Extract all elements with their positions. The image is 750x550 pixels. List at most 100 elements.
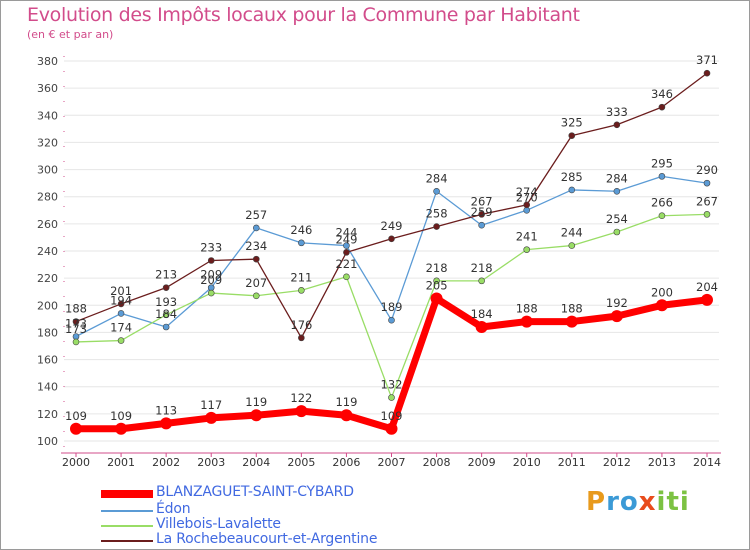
data-label-edon: 173: [65, 317, 87, 331]
data-point-larochebeaucourt: [478, 211, 485, 218]
data-point-villebois: [568, 242, 576, 249]
y-tick-label: 260: [37, 218, 58, 231]
data-label-villebois: 132: [381, 378, 403, 392]
legend-swatch-larochebeaucourt: [101, 540, 153, 542]
data-label-villebois: 221: [335, 257, 357, 271]
data-label-villebois: 267: [696, 194, 718, 208]
data-point-villebois: [72, 338, 80, 346]
data-label-edon: 295: [651, 156, 673, 170]
y-tick-label: 340: [37, 109, 58, 122]
data-point-larochebeaucourt: [568, 132, 576, 139]
data-point-villebois: [478, 277, 485, 285]
logo-part-ro: ro: [606, 487, 639, 517]
data-label-blanzaguet: 205: [426, 279, 448, 293]
data-point-blanzaguet: [160, 417, 173, 430]
data-label-larochebeaucourt: 249: [335, 232, 357, 246]
x-tick-label: 2004: [242, 456, 270, 469]
data-point-blanzaguet: [475, 321, 488, 333]
chart-title: Evolution des Impôts locaux pour la Comm…: [27, 4, 580, 26]
data-point-edon: [658, 173, 666, 180]
data-point-villebois: [388, 394, 395, 401]
x-tick-label: 2002: [152, 456, 180, 469]
x-tick-label: 2013: [648, 456, 676, 469]
data-point-villebois: [703, 211, 711, 218]
data-label-edon: 285: [561, 170, 583, 184]
y-tick-label: 160: [37, 354, 58, 367]
data-point-larochebeaucourt: [117, 300, 125, 308]
x-tick-label: 2001: [107, 456, 135, 469]
data-label-blanzaguet: 188: [561, 302, 583, 316]
data-point-blanzaguet: [385, 422, 398, 435]
data-label-blanzaguet: 119: [245, 395, 267, 409]
y-tick-label: 380: [37, 55, 58, 68]
y-tick-label: 320: [37, 136, 58, 149]
data-label-villebois: 266: [651, 196, 673, 210]
y-tick-label: 120: [37, 408, 58, 421]
data-point-larochebeaucourt: [523, 201, 531, 209]
data-point-blanzaguet: [295, 405, 308, 418]
data-label-villebois: 244: [561, 226, 583, 240]
logo-part-x: x: [638, 487, 657, 517]
data-point-edon: [388, 316, 395, 324]
data-point-edon: [478, 221, 485, 229]
data-point-edon: [298, 239, 305, 247]
data-label-villebois: 207: [245, 276, 267, 290]
data-point-blanzaguet: [70, 422, 82, 435]
data-point-villebois: [613, 228, 621, 236]
data-point-blanzaguet: [250, 409, 263, 422]
data-label-larochebeaucourt: 371: [696, 53, 718, 67]
data-point-blanzaguet: [610, 310, 623, 323]
data-point-larochebeaucourt: [343, 249, 350, 256]
data-label-villebois: 173: [65, 322, 87, 336]
data-point-edon: [523, 206, 531, 214]
x-tick-label: 2014: [693, 456, 721, 469]
data-label-blanzaguet: 109: [65, 409, 87, 423]
legend-label-edon: Édon: [156, 501, 191, 517]
data-point-edon: [433, 187, 440, 195]
data-label-blanzaguet: 192: [606, 296, 628, 310]
data-point-villebois: [523, 246, 531, 253]
data-label-villebois: 209: [200, 273, 222, 287]
logo-part-iti: iti: [656, 487, 690, 517]
data-label-larochebeaucourt: 274: [516, 185, 538, 199]
data-label-villebois: 218: [471, 261, 493, 275]
legend-swatch-blanzaguet: [101, 490, 153, 498]
data-point-larochebeaucourt: [433, 223, 440, 230]
x-tick-label: 2007: [378, 456, 406, 469]
data-point-edon: [252, 224, 260, 232]
data-label-blanzaguet: 119: [335, 395, 357, 409]
data-point-larochebeaucourt: [72, 318, 80, 325]
data-label-villebois: 211: [290, 270, 312, 284]
data-label-larochebeaucourt: 213: [155, 268, 177, 282]
data-label-blanzaguet: 117: [200, 398, 222, 412]
data-point-villebois: [162, 311, 170, 319]
data-point-larochebeaucourt: [162, 284, 170, 291]
data-point-villebois: [298, 287, 305, 294]
data-point-larochebeaucourt: [298, 334, 305, 342]
data-point-larochebeaucourt: [388, 235, 395, 243]
x-tick-label: 2008: [423, 456, 451, 469]
x-tick-label: 2006: [332, 456, 360, 469]
data-point-blanzaguet: [430, 292, 443, 305]
data-label-villebois: 254: [606, 212, 628, 226]
data-label-edon: 244: [335, 226, 357, 240]
data-label-edon: 194: [110, 293, 132, 307]
data-label-blanzaguet: 184: [471, 307, 493, 321]
y-tick-label: 280: [37, 191, 58, 204]
data-point-blanzaguet: [520, 315, 533, 328]
y-tick-label: 300: [37, 164, 58, 177]
data-point-villebois: [658, 212, 666, 220]
data-label-blanzaguet: 109: [381, 409, 403, 423]
y-tick-label: 180: [37, 326, 58, 339]
x-tick-label: 2003: [197, 456, 225, 469]
y-tick-label: 360: [37, 82, 58, 95]
data-label-larochebeaucourt: 233: [200, 241, 222, 255]
data-label-edon: 270: [516, 190, 538, 204]
data-point-blanzaguet: [340, 409, 353, 422]
y-tick-label: 100: [37, 435, 58, 448]
data-point-larochebeaucourt: [658, 103, 666, 111]
x-tick-label: 2009: [468, 456, 496, 469]
data-label-blanzaguet: 200: [651, 285, 673, 299]
legend-label-villebois: Villebois-Lavalette: [156, 516, 281, 532]
